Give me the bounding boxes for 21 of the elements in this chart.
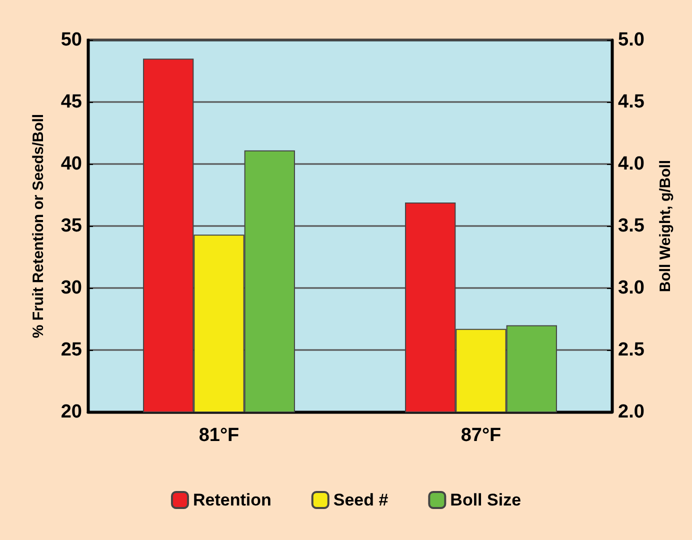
y2-tick-label: 3.5 — [618, 216, 645, 236]
y-tick-label: 25 — [60, 340, 82, 360]
legend-label: Retention — [192, 490, 272, 510]
y-tick-label: 30 — [60, 278, 82, 298]
y2-tick-label: 4.5 — [618, 92, 645, 112]
y-tick-label: 40 — [60, 154, 82, 174]
y-tick-label: 45 — [60, 92, 82, 112]
y2-tick-label: 3.0 — [618, 278, 644, 298]
y-tick-label: 50 — [60, 30, 82, 50]
y2-tick-label: 5.0 — [618, 30, 644, 50]
x-tick-label: 87°F — [460, 425, 502, 446]
x-tick-label: 81°F — [198, 425, 240, 446]
y2-tick-label: 2.0 — [618, 402, 644, 422]
y2-tick-label: 4.0 — [618, 154, 644, 174]
legend-label: Boll Size — [450, 490, 522, 510]
y2-tick-label: 2.5 — [618, 340, 645, 360]
y-tick-label: 35 — [60, 216, 82, 236]
y-axis-title: % Fruit Retention or Seeds/Boll — [30, 114, 47, 338]
y-tick-label: 20 — [60, 402, 82, 422]
y2-axis-title: Boll Weight, g/Boll — [657, 160, 674, 292]
legend-label: Seed # — [333, 490, 389, 510]
